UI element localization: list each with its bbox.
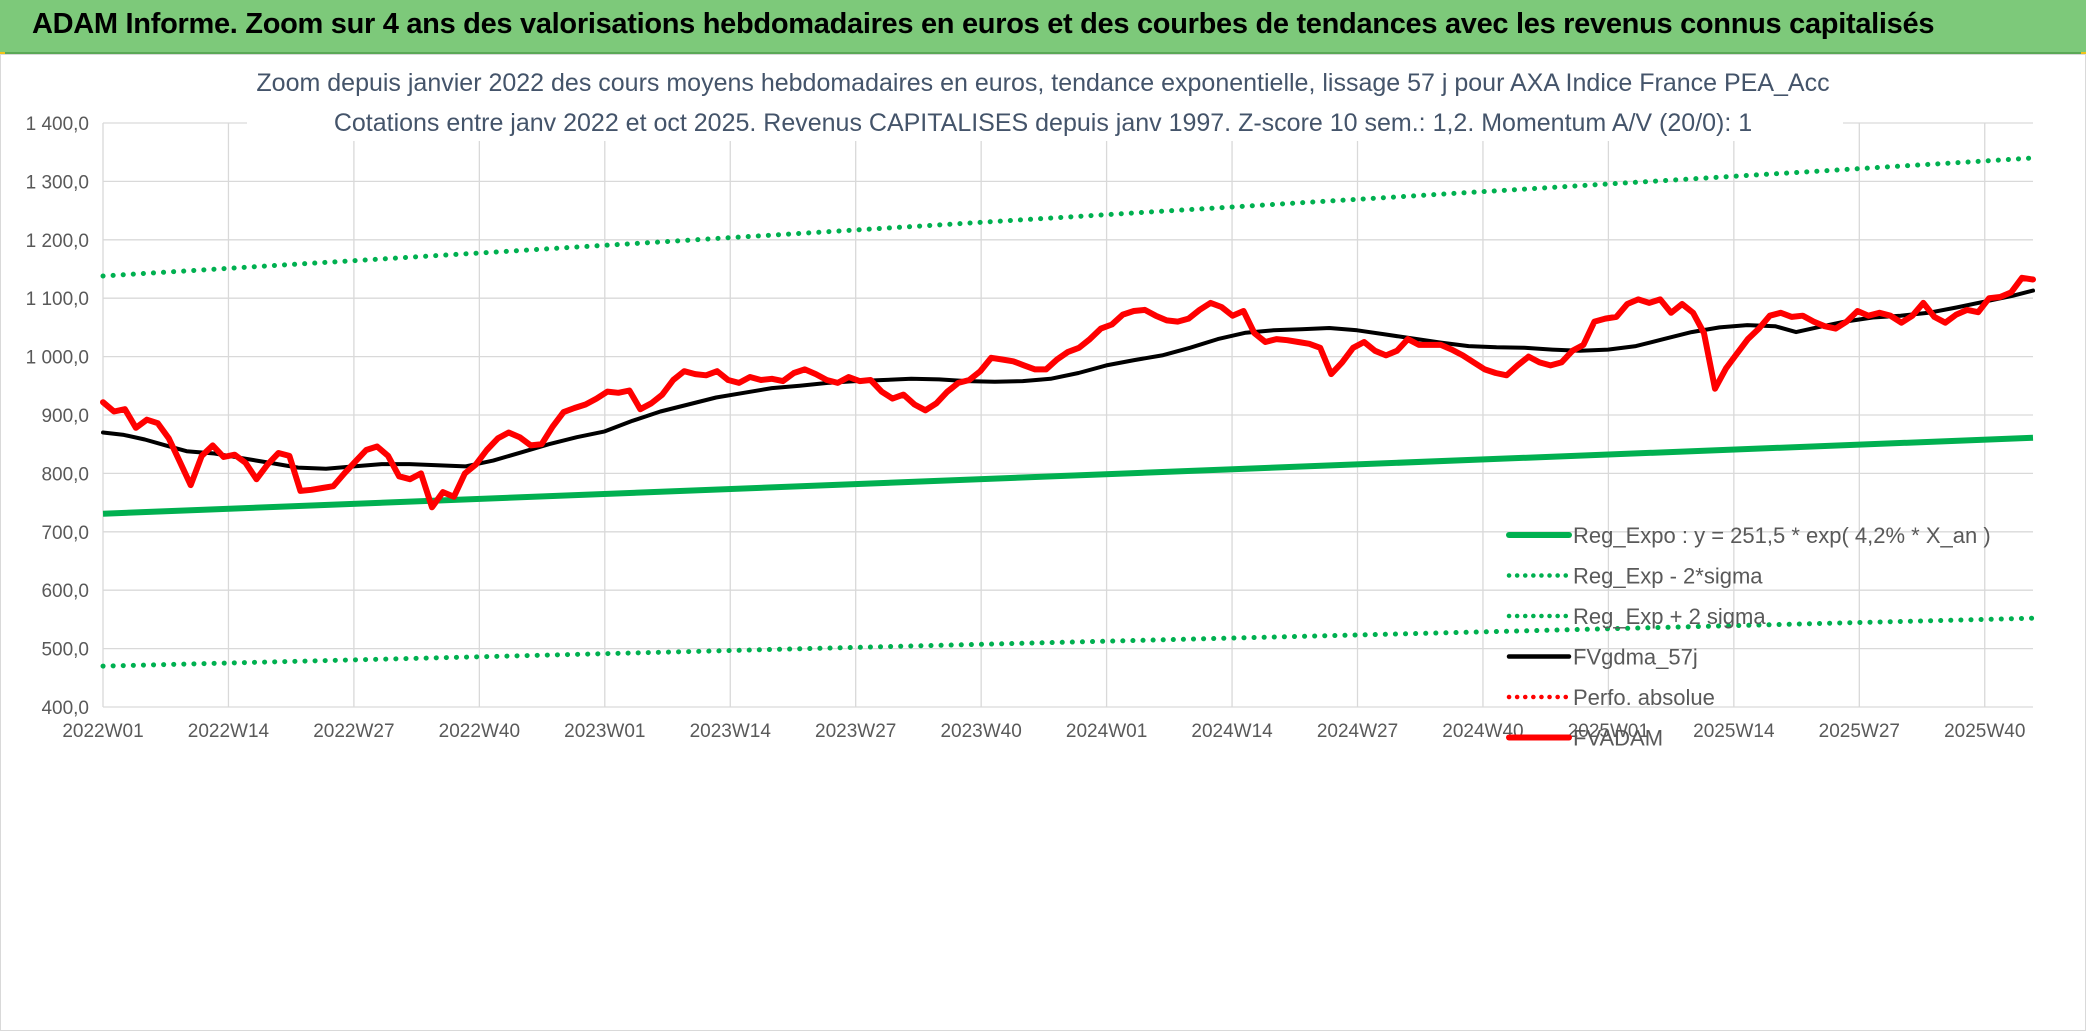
series-reg-exp-plus-2sigma <box>100 155 2036 279</box>
x-tick-label: 2024W01 <box>1066 721 1147 742</box>
x-tick-label: 2024W40 <box>1442 721 1523 742</box>
legend-label: Reg_Exp - 2*sigma <box>1573 564 1763 589</box>
x-tick-label: 2024W27 <box>1317 721 1398 742</box>
line-chart: 400,0 500,0 600,0 700,0 800,0 900,0 1 000,0 1 1… <box>26 61 2036 751</box>
y-tick-label: 500,0 <box>41 640 89 661</box>
x-tick-label: 2025W27 <box>1819 721 1900 742</box>
x-tick-label: 2022W27 <box>313 721 394 742</box>
y-tick-label: 1 000,0 <box>26 348 89 369</box>
y-tick-label: 800,0 <box>41 464 89 485</box>
legend-label: Perfo. absolue <box>1573 685 1715 710</box>
x-tick-label: 2022W01 <box>62 721 143 742</box>
x-tick-label: 2023W01 <box>564 721 645 742</box>
legend-label: FVADAM <box>1573 726 1663 751</box>
title-background <box>247 61 1843 141</box>
y-tick-label: 600,0 <box>41 581 89 602</box>
chart-frame: 400,0 500,0 600,0 700,0 800,0 900,0 1 000,0 1 1… <box>0 54 2086 1031</box>
y-tick-label: 1 100,0 <box>26 289 89 310</box>
series-group <box>100 155 2036 669</box>
x-tick-label: 2025W01 <box>1568 721 1649 742</box>
chart-subtitle: Cotations entre janv 2022 et oct 2025. R… <box>334 109 1752 137</box>
x-tick-label: 2022W14 <box>188 721 270 742</box>
y-tick-label: 900,0 <box>41 406 89 427</box>
x-tick-label: 2023W14 <box>690 721 772 742</box>
series-fvadam <box>100 274 2036 511</box>
x-tick-label: 2023W40 <box>940 721 1021 742</box>
x-tick-label: 2024W14 <box>1191 721 1273 742</box>
series-reg-expo <box>102 434 2034 517</box>
y-tick-label: 1 400,0 <box>26 114 89 135</box>
chart-titles: Zoom depuis janvier 2022 des cours moyen… <box>247 61 1843 141</box>
x-tick-label: 2025W40 <box>1944 721 2025 742</box>
series-reg-exp-minus-2sigma <box>100 615 2036 669</box>
y-tick-label: 1 200,0 <box>26 231 89 252</box>
legend-label: FVgdma_57j <box>1573 645 1698 670</box>
legend-label: Reg_Expo : y = 251,5 * exp( 4,2% * X_an … <box>1573 523 1991 548</box>
x-tick-label: 2025W14 <box>1693 721 1775 742</box>
x-tick-label: 2022W40 <box>439 721 520 742</box>
banner-title: ADAM Informe. Zoom sur 4 ans des valoris… <box>32 8 1935 40</box>
y-tick-label: 700,0 <box>41 523 89 544</box>
chart-legend: Reg_Expo : y = 251,5 * exp( 4,2% * X_an … <box>1506 523 1991 751</box>
y-tick-label: 400,0 <box>41 698 89 719</box>
x-axis-ticks: 2022W01 2022W14 2022W27 2022W40 2023W01 2023W… <box>62 721 2025 742</box>
y-tick-label: 1 300,0 <box>26 172 89 193</box>
report-banner: ADAM Informe. Zoom sur 4 ans des valoris… <box>0 0 2086 54</box>
chart-title: Zoom depuis janvier 2022 des cours moyen… <box>256 69 1829 97</box>
x-tick-label: 2023W27 <box>815 721 896 742</box>
y-axis-ticks: 400,0 500,0 600,0 700,0 800,0 900,0 1 000,0 1 1… <box>26 114 89 719</box>
legend-label: Reg_Exp + 2 sigma <box>1573 604 1766 629</box>
series-fvgdma-57j <box>101 288 2035 471</box>
